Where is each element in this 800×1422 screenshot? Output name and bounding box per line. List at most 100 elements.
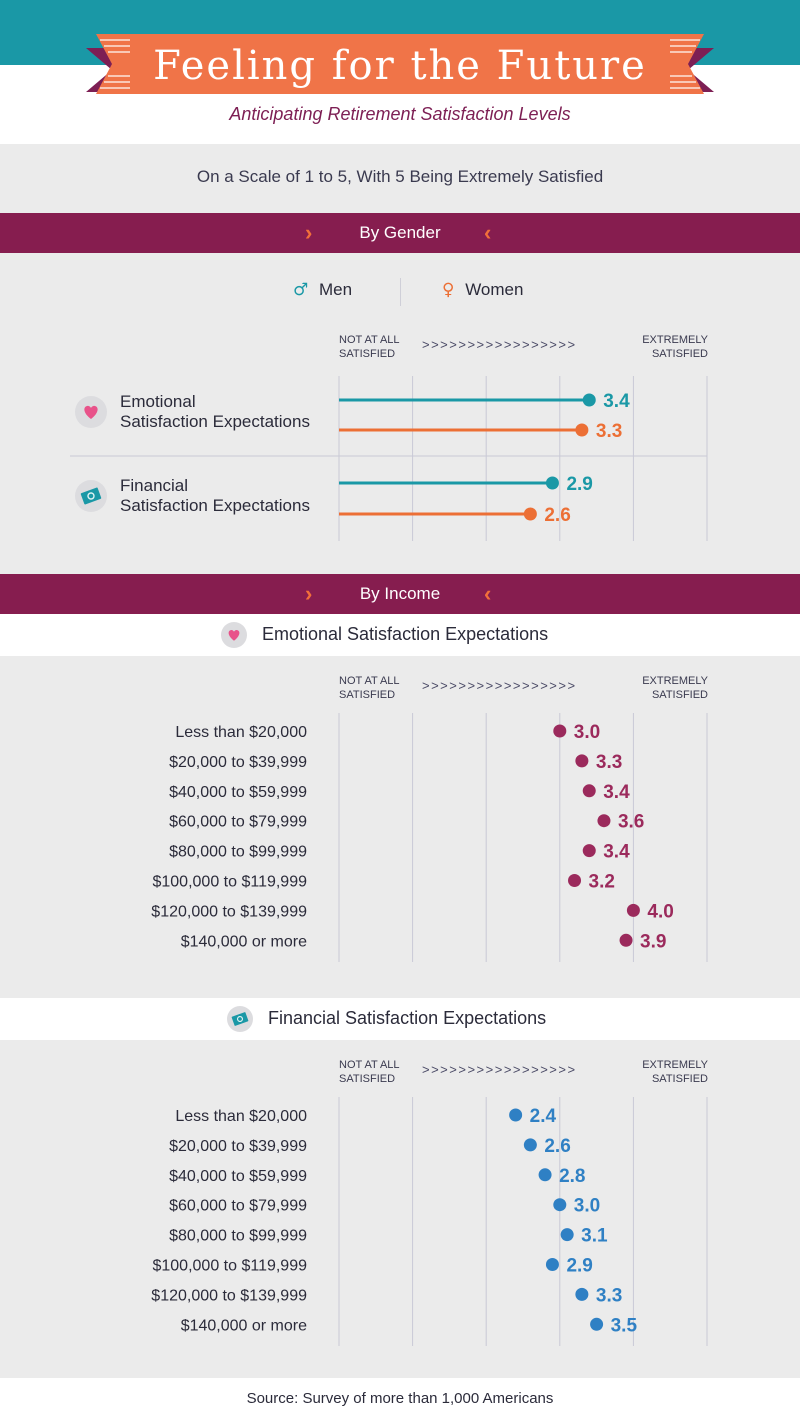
financial-income-row-label: $40,000 to $59,999 — [169, 1168, 307, 1185]
scale-low-line2: SATISFIED — [339, 689, 396, 701]
financial-label-line2: Satisfaction Expectations — [120, 496, 310, 515]
emotional-income-row-4-value-label: 3.4 — [603, 842, 630, 863]
emotional-income-row-1-dot — [575, 754, 589, 768]
chevron-right-icon: › — [305, 220, 313, 245]
emotional-income-row-2-dot — [582, 784, 596, 798]
financial-income-row-2-value-label: 2.8 — [559, 1166, 585, 1187]
title-ribbon — [86, 34, 714, 94]
page-subtitle: Anticipating Retirement Satisfaction Lev… — [229, 104, 571, 124]
chevron-right-icon: › — [305, 581, 313, 606]
legend-women-label: Women — [465, 280, 524, 299]
emotional-income-row-3-dot — [597, 814, 611, 828]
emotional-income-row-label: $20,000 to $39,999 — [169, 754, 307, 771]
financial-income-row-label: $80,000 to $99,999 — [169, 1228, 307, 1245]
financial-income-row-4-dot — [560, 1228, 574, 1242]
financial-income-row-label: $120,000 to $139,999 — [151, 1287, 307, 1304]
financial-income-row-label: $60,000 to $79,999 — [169, 1198, 307, 1215]
scale-arrows: >>>>>>>>>>>>>>>>> — [422, 678, 577, 693]
emotional-income-row-0-dot — [553, 724, 567, 738]
financial-income-row-label: Less than $20,000 — [175, 1108, 307, 1125]
emotional-income-row-5-dot — [568, 874, 582, 887]
heart-icon-circle — [75, 396, 107, 428]
emotional-income-row-4-dot — [582, 844, 596, 858]
heart-icon — [84, 405, 98, 419]
emotional-income-row-7-value-label: 3.9 — [640, 931, 666, 952]
scale-high-label: EXTREMELY SATISFIED — [600, 333, 708, 361]
scale-high-line2: SATISFIED — [651, 689, 708, 701]
chevron-left-icon: ‹ — [484, 220, 492, 245]
emotional-income-row-0-value-label: 3.0 — [574, 722, 600, 743]
scale-note: On a Scale of 1 to 5, With 5 Being Extre… — [196, 167, 604, 186]
emotional-income-title: Emotional Satisfaction Expectations — [262, 624, 549, 644]
section-title-gender: By Gender — [359, 223, 441, 242]
financial-income-row-6-value-label: 3.3 — [596, 1285, 622, 1306]
gender-category-financial: Financial Satisfaction Expectations — [120, 476, 310, 516]
emotional-income-row-label: $100,000 to $119,999 — [152, 874, 307, 891]
legend-women: ♀ Women — [442, 280, 523, 300]
financial-income-row-label: $20,000 to $39,999 — [169, 1138, 307, 1155]
scale-low-label: NOT AT ALL SATISFIED — [339, 333, 400, 361]
footer-background — [0, 1378, 800, 1422]
financial-income-row-0-dot — [509, 1108, 523, 1122]
section-title-income: By Income — [359, 584, 441, 603]
female-symbol-icon: ♀ — [442, 280, 455, 300]
heart-icon — [228, 630, 240, 641]
financial-income-row-5-value-label: 2.9 — [566, 1256, 592, 1277]
scale-high-line1: EXTREMELY — [642, 675, 708, 687]
financial-income-row-3-value-label: 3.0 — [574, 1196, 600, 1217]
emotional-income-row-1-value-label: 3.3 — [596, 752, 622, 773]
emotional-income-row-5-value-label: 3.2 — [589, 872, 615, 893]
financial-income-row-7-dot — [590, 1317, 604, 1331]
scale-low-line2: SATISFIED — [339, 1073, 396, 1085]
financial-income-row-4-value-label: 3.1 — [581, 1226, 608, 1247]
financial-income-row-5-dot — [545, 1258, 559, 1271]
legend-divider — [400, 278, 401, 306]
scale-low-line1: NOT AT ALL — [339, 675, 400, 687]
financial-income-row-0-value-label: 2.4 — [530, 1106, 557, 1127]
emotional-income-row-label: $80,000 to $99,999 — [169, 844, 307, 861]
emotional-label-line2: Satisfaction Expectations — [120, 412, 310, 431]
financial-income-row-label: $100,000 to $119,999 — [152, 1258, 307, 1275]
emotional-income-row-6-dot — [626, 903, 640, 917]
financial-income-row-1-dot — [523, 1138, 537, 1152]
financial-label-line1: Financial — [120, 476, 189, 495]
source-note: Source: Survey of more than 1,000 Americ… — [246, 1390, 554, 1407]
scale-high-line2: SATISFIED — [651, 1073, 708, 1085]
financial-income-row-3-dot — [553, 1198, 567, 1212]
legend-men: ♂ Men — [293, 280, 352, 300]
emotional-income-row-label: $40,000 to $59,999 — [169, 784, 307, 801]
emotional-income-row-label: $140,000 or more — [181, 933, 307, 950]
gender-men-0-dot — [582, 393, 596, 407]
gender-women-0-value-label: 3.3 — [596, 421, 622, 442]
scale-high-line1: EXTREMELY — [642, 334, 708, 346]
legend-men-label: Men — [318, 280, 353, 299]
scale-arrows: >>>>>>>>>>>>>>>>> — [422, 337, 577, 352]
financial-income-row-7-value-label: 3.5 — [611, 1315, 638, 1336]
gender-men-1-dot — [545, 476, 559, 490]
gender-women-0-dot — [575, 423, 589, 437]
emotional-income-row-3-value-label: 3.6 — [618, 812, 644, 833]
scale-low-label: NOT AT ALL SATISFIED — [339, 1058, 400, 1086]
emotional-income-row-2-value-label: 3.4 — [603, 782, 630, 803]
financial-strip — [0, 998, 800, 1040]
section-bar-gender: › By Gender ‹ — [0, 213, 800, 253]
scale-high-line1: EXTREMELY — [642, 1059, 708, 1071]
gender-category-emotional: Emotional Satisfaction Expectations — [120, 392, 310, 432]
scale-high-label: EXTREMELY SATISFIED — [600, 1058, 708, 1086]
scale-high-line2: SATISFIED — [651, 348, 708, 360]
heart-icon-circle — [221, 622, 247, 648]
scale-low-line2: SATISFIED — [339, 348, 396, 360]
emotional-income-row-label: $120,000 to $139,999 — [151, 903, 307, 920]
emotional-income-row-6-value-label: 4.0 — [647, 901, 673, 922]
emotional-label-line1: Emotional — [120, 392, 196, 411]
gender-men-0-value-label: 3.4 — [603, 391, 630, 412]
gender-men-1-value-label: 2.9 — [566, 474, 592, 495]
page-title: Feeling for the Future — [153, 43, 647, 89]
financial-income-row-6-dot — [575, 1287, 589, 1301]
financial-income-title: Financial Satisfaction Expectations — [268, 1008, 547, 1028]
scale-low-line1: NOT AT ALL — [339, 1059, 400, 1071]
scale-high-label: EXTREMELY SATISFIED — [600, 674, 708, 702]
money-icon — [80, 487, 102, 505]
chevron-left-icon: ‹ — [484, 581, 492, 606]
financial-income-row-label: $140,000 or more — [181, 1317, 307, 1334]
